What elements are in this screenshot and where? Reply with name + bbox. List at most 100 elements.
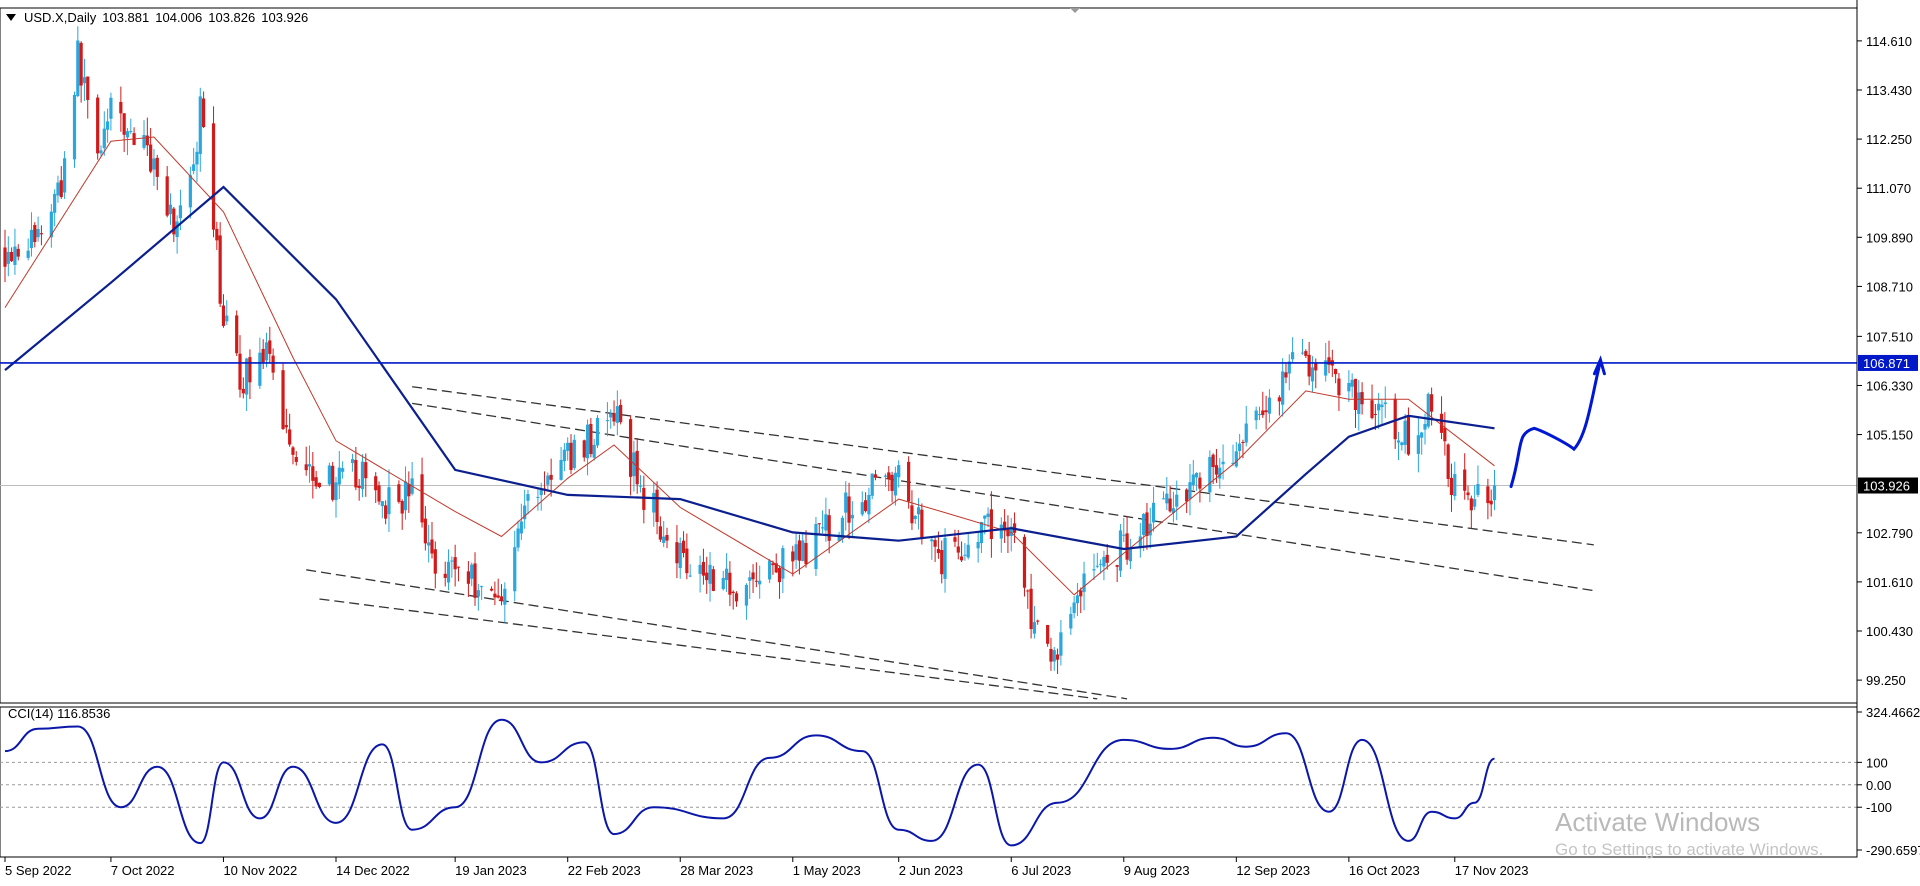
candle-body xyxy=(844,492,848,513)
candle-body xyxy=(165,176,169,216)
candle xyxy=(619,399,623,425)
candle-body xyxy=(820,527,825,529)
candle-body xyxy=(890,474,894,491)
candle xyxy=(768,558,772,583)
candle xyxy=(16,244,20,261)
candle xyxy=(847,482,851,540)
candle xyxy=(314,470,318,489)
date-tick-label: 1 May 2023 xyxy=(793,863,861,878)
candle xyxy=(49,204,53,248)
candle xyxy=(1290,337,1295,363)
candle-body xyxy=(678,542,682,569)
candle-body xyxy=(1221,461,1225,465)
candle xyxy=(450,556,454,578)
candle-body xyxy=(188,175,192,208)
candle-body xyxy=(916,507,921,515)
candle xyxy=(711,566,715,592)
candle xyxy=(979,521,984,554)
candle xyxy=(172,206,176,243)
candle-body xyxy=(1092,569,1096,571)
candle-body xyxy=(1281,371,1285,405)
candle-body xyxy=(959,556,964,561)
price-tick-label: 99.250 xyxy=(1866,673,1906,688)
candle-body xyxy=(609,413,613,418)
candle-body xyxy=(443,573,447,578)
dropdown-triangle-icon[interactable] xyxy=(6,14,16,21)
candle-body xyxy=(10,251,14,262)
candle xyxy=(1443,412,1447,456)
cci-axis[interactable]: 324.4662 100 0.00 -100 -290.6597 xyxy=(1857,705,1920,858)
date-axis[interactable]: 5 Sep 2022 7 Oct 2022 10 Nov 2022 14 Dec 20… xyxy=(0,856,1857,878)
candle xyxy=(754,562,758,588)
candle-body xyxy=(711,569,715,591)
candle xyxy=(466,561,470,597)
candle xyxy=(1026,589,1030,609)
candle xyxy=(873,469,878,481)
candle xyxy=(145,117,149,156)
candle xyxy=(1300,338,1305,355)
candle xyxy=(589,417,593,458)
candle xyxy=(827,508,831,554)
candle xyxy=(1277,395,1281,416)
candle-body xyxy=(374,476,378,491)
candle-body xyxy=(235,315,239,354)
candle-body xyxy=(327,465,331,485)
candle-body xyxy=(446,561,451,583)
candle xyxy=(1257,406,1262,421)
candle xyxy=(1161,491,1166,500)
channel-line-4[interactable] xyxy=(319,598,1098,700)
candle xyxy=(966,533,970,560)
candle xyxy=(1244,405,1248,447)
candle-body xyxy=(1188,482,1192,500)
candle-body xyxy=(36,229,40,238)
candle xyxy=(612,400,616,426)
candle xyxy=(248,349,252,400)
candle-body xyxy=(1102,556,1106,567)
cci-line xyxy=(4,718,1495,847)
channel-lines[interactable] xyxy=(306,386,1594,700)
candle xyxy=(748,570,752,599)
candle-body xyxy=(1469,498,1473,511)
candle-body xyxy=(1334,368,1338,375)
channel-line-2[interactable] xyxy=(412,402,1594,592)
candle xyxy=(433,541,437,589)
candle-body xyxy=(758,580,762,585)
candle-body xyxy=(49,211,53,238)
candle-body xyxy=(1151,502,1156,523)
candle xyxy=(218,222,222,307)
candle xyxy=(777,565,782,599)
candle-body xyxy=(748,577,752,581)
channel-line-1[interactable] xyxy=(412,386,1594,546)
candle-body xyxy=(59,180,63,198)
candle-body xyxy=(1423,423,1427,430)
candle xyxy=(122,113,126,153)
candle-body xyxy=(1211,454,1215,468)
candle xyxy=(410,462,414,496)
price-tick-label: 112.250 xyxy=(1866,132,1912,147)
candle xyxy=(1142,512,1146,552)
candle-body xyxy=(801,540,805,561)
candle xyxy=(1334,368,1338,384)
candle-body xyxy=(99,150,103,154)
candle-body xyxy=(1059,632,1063,656)
channel-line-3[interactable] xyxy=(306,569,1128,700)
candle xyxy=(897,460,901,488)
candle-body xyxy=(39,233,44,235)
hand-drawn-forecast[interactable] xyxy=(1509,355,1606,489)
candle xyxy=(562,443,566,472)
candle xyxy=(774,553,778,574)
candle-body xyxy=(589,423,593,455)
candle-body xyxy=(109,97,113,119)
candle xyxy=(125,127,130,156)
candle-body xyxy=(1337,378,1341,396)
candle xyxy=(559,446,563,481)
candle xyxy=(149,127,153,174)
price-axis[interactable]: 114.610 113.430 112.250 111.070 109.890 108.7… xyxy=(1856,0,1918,857)
candle-body xyxy=(357,485,361,488)
candle-body xyxy=(245,358,249,395)
candle-body xyxy=(675,542,679,564)
candle-body xyxy=(1370,400,1374,419)
candle-body xyxy=(145,135,149,146)
